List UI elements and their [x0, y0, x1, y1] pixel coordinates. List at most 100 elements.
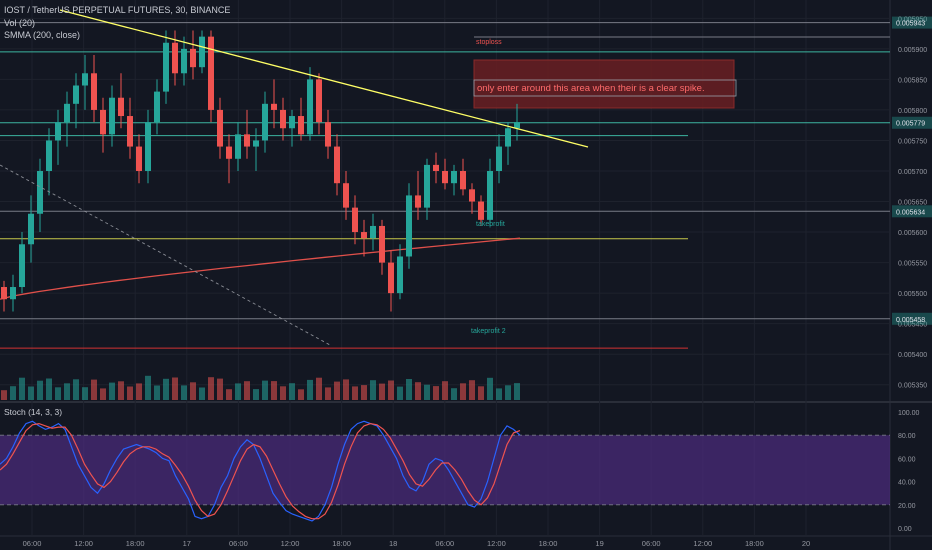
candle-body: [469, 189, 475, 202]
candle-body: [163, 42, 169, 92]
candle-body: [433, 164, 439, 171]
candle-body: [487, 170, 493, 220]
candle-body: [181, 48, 187, 74]
candle-body: [460, 170, 466, 190]
time-tick-label: 06:00: [435, 539, 454, 548]
volume-bar: [253, 389, 259, 400]
volume-legend: Vol (20): [4, 18, 36, 28]
stoch-d-line: [0, 422, 521, 520]
volume-bar: [199, 387, 205, 400]
price-label-text: 0.005458: [896, 317, 925, 324]
time-tick-label: 18:00: [745, 539, 764, 548]
horizontal-levels: [0, 22, 890, 349]
time-tick-label: 18:00: [332, 539, 351, 548]
volume-bar: [505, 385, 511, 400]
candle-body: [73, 85, 79, 104]
symbol-line: IOST / TetherUS PERPETUAL FUTURES, 30, B…: [4, 5, 231, 15]
candle-body: [397, 256, 403, 294]
volume-bar: [55, 387, 61, 400]
candle-body: [352, 207, 358, 233]
candle-body: [10, 287, 16, 300]
volume-bar: [91, 379, 97, 400]
volume-bar: [271, 381, 277, 400]
price-tick-label: 0.005400: [898, 352, 927, 359]
volume-bar: [514, 383, 520, 400]
time-tick-label: 18: [389, 539, 397, 548]
price-label-text: 0.005779: [896, 121, 925, 128]
candles[interactable]: [1, 30, 520, 312]
volume-bar: [244, 381, 250, 400]
volume-bar: [217, 378, 223, 400]
price-label-tag: [892, 116, 932, 129]
price-tick-label: 0.005600: [898, 230, 927, 237]
price-tick-label: 0.005850: [898, 77, 927, 84]
price-tick-label: 0.005500: [898, 291, 927, 298]
candle-body: [199, 36, 205, 68]
volume-bar: [64, 383, 70, 400]
candle-body: [415, 195, 421, 208]
volume-bar: [190, 382, 196, 400]
price-label-tag: [892, 16, 932, 29]
price-label-tag: [892, 205, 932, 218]
time-tick-label: 12:00: [487, 539, 506, 548]
price-tick-label: 0.005450: [898, 322, 927, 329]
candle-body: [244, 134, 250, 147]
candle-body: [190, 48, 196, 68]
volume-bar: [262, 380, 268, 400]
stoch-tick-label: 0.00: [898, 526, 912, 533]
annotations[interactable]: stoploss takeprofit takeprofit 2 only en…: [4, 39, 705, 417]
volume-bar: [127, 386, 133, 400]
volume-bar: [478, 386, 484, 400]
candle-body: [271, 103, 277, 110]
candle-body: [100, 109, 106, 135]
takeprofit2-label: takeprofit 2: [471, 328, 506, 335]
stoch-tick-label: 100.00: [898, 410, 920, 417]
volume-bar: [397, 386, 403, 400]
candle-body: [289, 116, 295, 129]
candle-body: [235, 134, 241, 159]
candle-body: [316, 79, 322, 123]
smma-legend: SMMA (200, close): [4, 30, 81, 40]
candle-body: [379, 225, 385, 263]
volume-bar: [460, 383, 466, 400]
time-tick-label: 20: [802, 539, 810, 548]
candle-body: [46, 140, 52, 171]
candle-body: [136, 146, 142, 171]
candle-body: [514, 122, 520, 129]
takeprofit-label: takeprofit: [476, 221, 505, 228]
candle-body: [217, 109, 223, 147]
volume-bar: [388, 380, 394, 400]
price-tick-label: 0.005550: [898, 261, 927, 268]
stoch-tick-label: 20.00: [898, 503, 916, 510]
time-tick-label: 12:00: [693, 539, 712, 548]
volume-bar: [424, 384, 430, 400]
volume-bar: [136, 383, 142, 400]
time-tick-label: 18:00: [126, 539, 145, 548]
volume-bar: [325, 387, 331, 400]
price-label-tag: [892, 312, 932, 325]
volume-bar: [10, 386, 16, 400]
stoch-label: Stoch (14, 3, 3): [4, 407, 62, 417]
stoploss-label: stoploss: [476, 39, 502, 46]
time-tick-label: 17: [183, 539, 191, 548]
candle-body: [172, 42, 178, 74]
entry-note-frame: [473, 79, 737, 97]
volume-bar: [118, 381, 124, 400]
smma-line: [0, 237, 521, 300]
price-tick-label: 0.005950: [898, 16, 927, 23]
candle-body: [253, 140, 259, 147]
volume-bar: [280, 386, 286, 400]
volume-bar: [343, 379, 349, 400]
volume-bar: [28, 386, 34, 400]
candle-body: [109, 97, 115, 135]
candle-body: [145, 122, 151, 171]
candle-body: [370, 225, 376, 239]
candle-body: [262, 103, 268, 141]
trendlines[interactable]: [0, 9, 589, 346]
candle-body: [406, 195, 412, 257]
volume-bar: [298, 389, 304, 400]
candle-body: [298, 116, 304, 135]
candle-body: [1, 287, 7, 300]
stoch-k-line: [0, 420, 521, 522]
